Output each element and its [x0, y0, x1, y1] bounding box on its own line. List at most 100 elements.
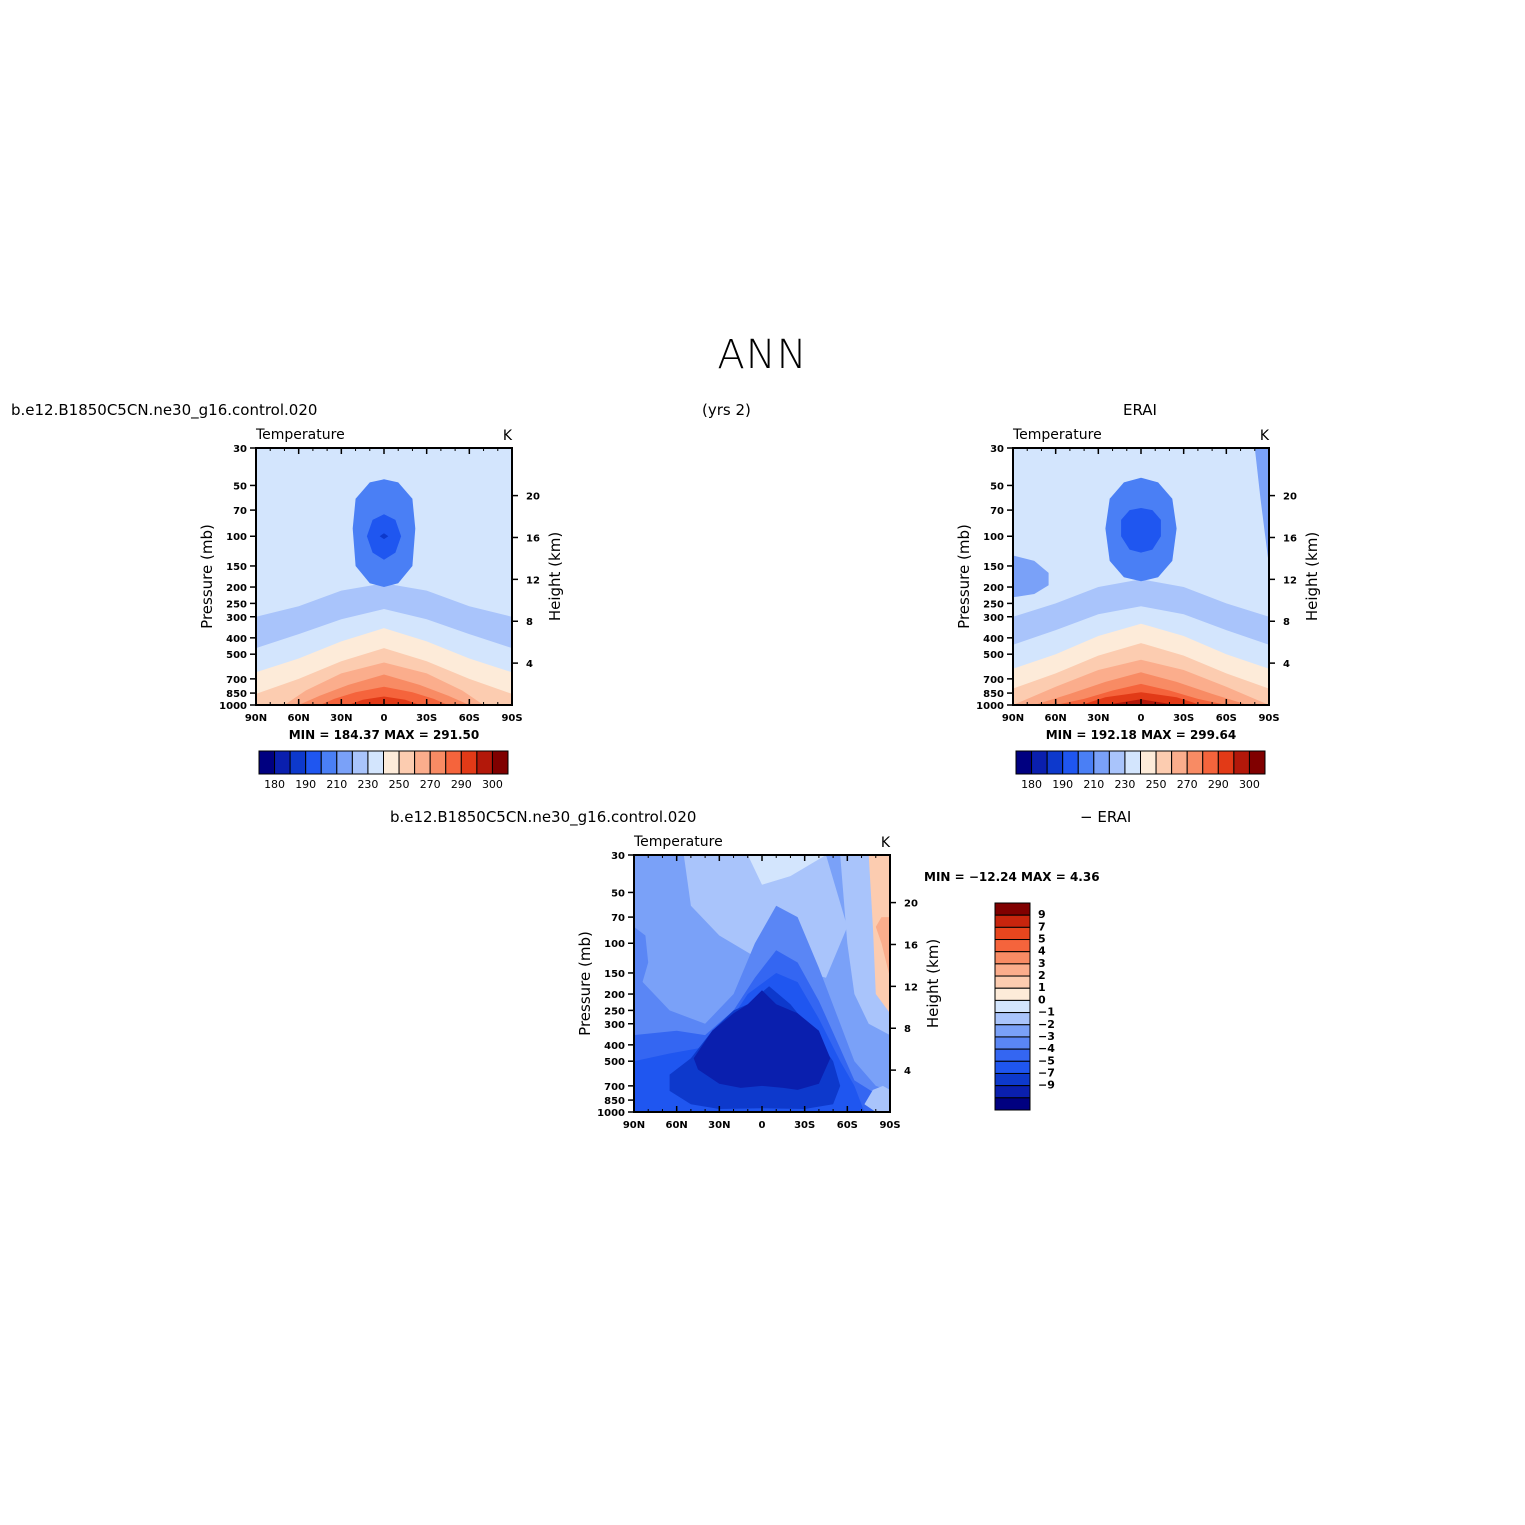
- y-right-axis-label: Height (km): [924, 939, 942, 1028]
- colorbar-label: 180: [264, 778, 285, 791]
- y-right-tick-label: 8: [1283, 617, 1290, 628]
- y-right-tick-label: 4: [526, 659, 533, 670]
- figure-title: ANN: [717, 332, 808, 378]
- x-tick-label: 30S: [416, 713, 437, 724]
- colorbar-label: 230: [357, 778, 378, 791]
- x-tick-label: 60S: [1216, 713, 1237, 724]
- colorbar-label: 250: [1146, 778, 1167, 791]
- colorbar-cell: [994, 1097, 1031, 1111]
- min-max-label: MIN = −12.24 MAX = 4.36: [924, 870, 1100, 884]
- y-right-axis-label: Height (km): [1303, 532, 1321, 621]
- colorbar-cell: [994, 939, 1031, 953]
- y-right-tick-label: 20: [904, 899, 918, 910]
- y-tick-label: 70: [990, 506, 1004, 517]
- y-tick-label: 100: [604, 939, 625, 950]
- y-right-tick-label: 16: [1283, 533, 1297, 544]
- colorbar-label: 2: [1038, 969, 1046, 982]
- x-tick-label: 90N: [245, 713, 267, 724]
- colorbar-label: −9: [1038, 1079, 1055, 1092]
- colorbar-label: −4: [1038, 1042, 1055, 1055]
- colorbar-cell: [994, 999, 1031, 1014]
- y-right-tick-label: 8: [904, 1024, 911, 1035]
- colorbar-cell: [994, 1048, 1031, 1062]
- colorbar-cell: [994, 914, 1031, 928]
- colorbar-label: 290: [1208, 778, 1229, 791]
- colorbar-label: 300: [482, 778, 503, 791]
- colorbar-label: 290: [451, 778, 472, 791]
- y-right-tick-label: 20: [526, 492, 540, 503]
- header-bottom-right: − ERAI: [1080, 808, 1132, 826]
- header-left: b.e12.B1850C5CN.ne30_g16.control.020: [11, 401, 318, 419]
- colorbar-cell: [491, 750, 509, 775]
- colorbar-cell: [1248, 750, 1266, 775]
- y-tick-label: 1000: [976, 701, 1004, 712]
- x-tick-label: 0: [381, 713, 388, 724]
- colorbar-label: 300: [1239, 778, 1260, 791]
- y-tick-label: 700: [983, 675, 1004, 686]
- y-tick-label: 1000: [219, 701, 247, 712]
- x-tick-label: 0: [759, 1120, 766, 1131]
- x-tick-label: 0: [1138, 713, 1145, 724]
- y-tick-label: 400: [983, 634, 1004, 645]
- y-tick-label: 850: [226, 689, 247, 700]
- y-tick-label: 1000: [597, 1108, 625, 1119]
- colorbar-cell: [994, 975, 1031, 989]
- y-tick-label: 150: [226, 562, 247, 573]
- y-axis-label: Pressure (mb): [576, 931, 594, 1036]
- panel-subtitle: Temperature: [255, 427, 345, 443]
- y-right-tick-label: 12: [526, 575, 540, 586]
- panel-units: K: [881, 835, 891, 851]
- y-right-axis-label: Height (km): [546, 532, 564, 621]
- colorbar-label: 0: [1038, 993, 1046, 1006]
- colorbar-label: 210: [1083, 778, 1104, 791]
- colorbar-label: 4: [1038, 945, 1046, 958]
- x-tick-label: 60S: [837, 1120, 858, 1131]
- colorbar-cell: [994, 1024, 1031, 1038]
- colorbar-label: 1: [1038, 981, 1046, 994]
- y-tick-label: 150: [604, 969, 625, 980]
- x-tick-label: 60N: [288, 713, 310, 724]
- header-bottom-left: b.e12.B1850C5CN.ne30_g16.control.020: [390, 808, 697, 826]
- contour-fill-group: [1013, 448, 1269, 705]
- y-tick-label: 400: [604, 1041, 625, 1052]
- y-tick-label: 100: [983, 532, 1004, 543]
- y-right-tick-label: 16: [904, 940, 918, 951]
- colorbar-label: 270: [420, 778, 441, 791]
- colorbar-label: −5: [1038, 1054, 1055, 1067]
- header-center: (yrs 2): [702, 401, 751, 419]
- colorbar-label: −2: [1038, 1018, 1055, 1031]
- min-max-label: MIN = 184.37 MAX = 291.50: [289, 728, 480, 742]
- contour-fill-group: [634, 855, 890, 1112]
- y-tick-label: 200: [604, 990, 625, 1001]
- colorbar-label: 270: [1177, 778, 1198, 791]
- y-tick-label: 30: [611, 851, 625, 862]
- contour-band: [1081, 692, 1201, 705]
- y-tick-label: 30: [990, 444, 1004, 455]
- contour-band: [747, 855, 826, 885]
- y-right-tick-label: 12: [1283, 575, 1297, 586]
- colorbar-label: 5: [1038, 933, 1046, 946]
- y-tick-label: 70: [611, 913, 625, 924]
- y-axis-label: Pressure (mb): [198, 524, 216, 629]
- colorbar-label: 210: [326, 778, 347, 791]
- contour-band: [875, 917, 890, 978]
- y-tick-label: 400: [226, 634, 247, 645]
- y-right-tick-label: 16: [526, 533, 540, 544]
- x-tick-label: 30N: [330, 713, 352, 724]
- y-tick-label: 850: [604, 1096, 625, 1107]
- x-tick-label: 90N: [623, 1120, 645, 1131]
- contour-band: [320, 686, 448, 705]
- min-max-label: MIN = 192.18 MAX = 299.64: [1046, 728, 1237, 742]
- y-tick-label: 250: [983, 599, 1004, 610]
- panel-units: K: [1260, 428, 1270, 444]
- colorbar-cell: [994, 1012, 1031, 1026]
- y-right-tick-label: 12: [904, 982, 918, 993]
- contour-band: [379, 533, 389, 540]
- contour-band: [864, 1085, 890, 1112]
- colorbar-cell: [994, 1085, 1031, 1099]
- colorbar-label: −1: [1038, 1006, 1055, 1019]
- panel-subtitle: Temperature: [1012, 427, 1102, 443]
- y-tick-label: 30: [233, 444, 247, 455]
